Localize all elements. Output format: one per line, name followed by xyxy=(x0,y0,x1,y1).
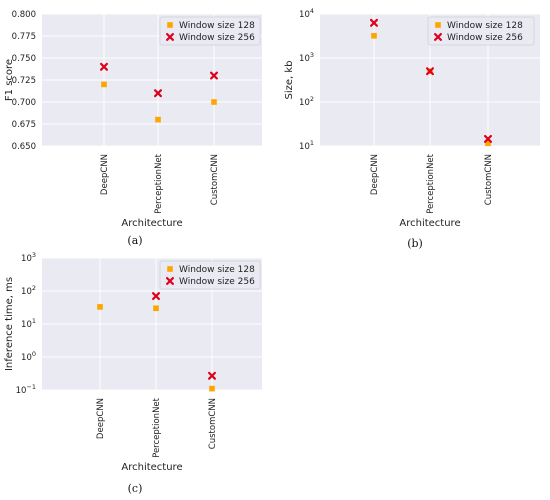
legend-label: Window size 256 xyxy=(179,33,255,43)
data-point xyxy=(211,99,217,105)
y-tick-exponent: 1 xyxy=(310,139,314,147)
legend-box xyxy=(159,16,261,46)
y-tick-base: 10 xyxy=(299,142,310,152)
x-axis-label: Architecture xyxy=(121,462,182,473)
y-tick-base: 10 xyxy=(21,320,32,330)
y-tick-label: 103 xyxy=(299,51,314,64)
legend-label: Window size 128 xyxy=(179,21,255,31)
legend-label: Window size 256 xyxy=(447,33,523,43)
y-tick-exponent: 2 xyxy=(32,284,36,292)
legend-marker xyxy=(166,33,174,41)
data-point xyxy=(100,62,108,71)
y-tick-base: 10 xyxy=(21,254,32,264)
x-tick-label: CustomCNN xyxy=(210,154,220,205)
x-tick-label: CustomCNN xyxy=(208,398,218,449)
y-tick-exponent: 2 xyxy=(310,95,314,103)
panel-caption: (a) xyxy=(127,234,142,247)
legend-label: Window size 256 xyxy=(179,277,255,287)
y-tick-label: 0.650 xyxy=(12,142,36,152)
x-tick-label: PerceptionNet xyxy=(154,153,164,214)
y-tick-exponent: 4 xyxy=(310,7,314,15)
y-tick-base: 10 xyxy=(16,386,27,396)
legend-box xyxy=(427,16,535,46)
legend-marker xyxy=(435,22,441,28)
data-point xyxy=(208,371,216,380)
y-tick-base: 10 xyxy=(299,10,310,20)
y-axis-label: F1 score xyxy=(4,59,15,101)
data-point xyxy=(101,81,107,88)
data-point xyxy=(484,134,492,143)
y-tick-label: 100 xyxy=(21,350,36,363)
legend: Window size 128 Window size 256 xyxy=(159,16,261,46)
y-axis-label: Inference time, ms xyxy=(4,277,15,371)
y-tick-label: 0.675 xyxy=(12,120,36,130)
y-tick-label: 101 xyxy=(299,139,314,152)
data-point xyxy=(97,304,103,310)
legend: Window size 128 Window size 256 xyxy=(427,16,535,46)
y-tick-base: 10 xyxy=(299,98,310,108)
y-tick-exponent: 0 xyxy=(32,350,36,358)
data-point xyxy=(426,67,434,76)
legend: Window size 128 Window size 256 xyxy=(159,260,261,290)
y-tick-exponent: 3 xyxy=(32,251,36,259)
legend-marker xyxy=(166,277,174,285)
legend-box xyxy=(159,260,261,290)
y-tick-label: 102 xyxy=(21,284,36,297)
legend-label: Window size 128 xyxy=(447,21,523,31)
y-tick-label: 101 xyxy=(21,317,36,330)
data-point xyxy=(154,89,162,98)
y-tick-label: 0.725 xyxy=(12,76,36,86)
x-axis-label: Architecture xyxy=(399,218,460,229)
x-tick-label: DeepCNN xyxy=(370,154,380,195)
x-tick-label: CustomCNN xyxy=(484,154,494,205)
x-tick-label: DeepCNN xyxy=(96,398,106,439)
y-axis-label: Size, kb xyxy=(284,60,295,99)
y-tick-label: 0.775 xyxy=(12,32,36,42)
data-point xyxy=(155,116,161,123)
x-tick-label: DeepCNN xyxy=(100,154,110,195)
data-point xyxy=(370,18,378,27)
y-tick-label: 102 xyxy=(299,95,314,108)
data-point xyxy=(210,71,218,80)
y-tick-exponent: 3 xyxy=(310,51,314,59)
y-tick-label: 0.800 xyxy=(12,10,36,20)
panel-caption: (b) xyxy=(407,237,423,250)
x-tick-label: PerceptionNet xyxy=(426,153,436,214)
y-tick-label: 104 xyxy=(299,7,314,20)
legend-marker xyxy=(434,33,442,41)
data-point xyxy=(485,140,491,147)
legend-marker xyxy=(167,22,173,28)
legend-label: Window size 128 xyxy=(179,265,255,275)
x-tick-label: PerceptionNet xyxy=(152,397,162,458)
x-axis-label: Architecture xyxy=(121,218,182,229)
data-point xyxy=(152,292,160,301)
y-tick-base: 10 xyxy=(299,54,310,64)
y-tick-exponent: 1 xyxy=(32,317,36,325)
data-point xyxy=(209,385,215,392)
legend-marker xyxy=(167,266,173,272)
y-tick-label: 10−1 xyxy=(16,383,36,396)
data-point xyxy=(153,305,159,312)
y-tick-label: 103 xyxy=(21,251,36,264)
chart-panel: 0.650 0.675 0.700 0.725 0.750 0.775 0.800 DeepC… xyxy=(4,10,262,247)
data-point xyxy=(371,32,377,39)
panel-caption: (c) xyxy=(128,482,143,495)
y-tick-exponent: −1 xyxy=(26,383,36,391)
y-tick-label: 0.750 xyxy=(12,54,36,64)
y-tick-label: 0.700 xyxy=(12,98,36,108)
y-tick-base: 10 xyxy=(21,287,32,297)
y-tick-base: 10 xyxy=(21,353,32,363)
